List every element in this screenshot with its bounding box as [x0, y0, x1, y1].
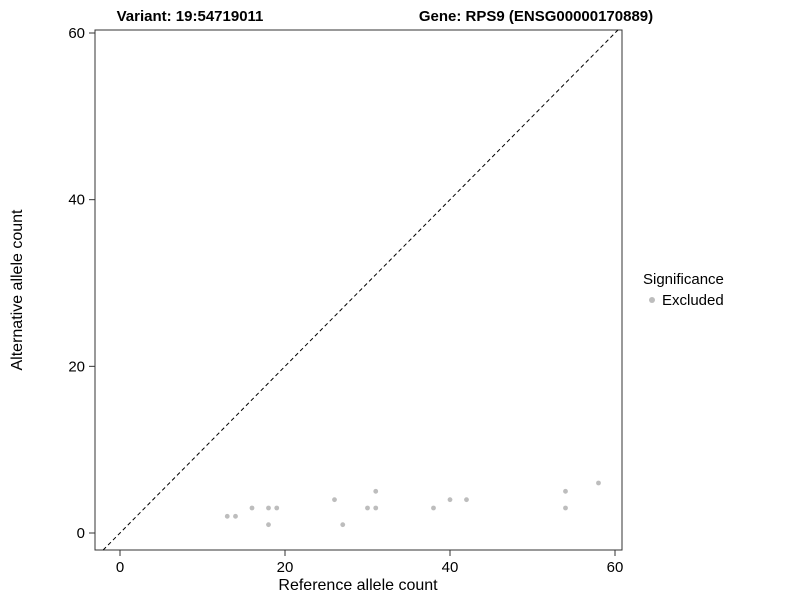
variant-title: Variant: 19:54719011: [117, 8, 264, 25]
y-tick-label: 20: [68, 358, 85, 375]
data-points: [224, 480, 601, 528]
data-point: [332, 497, 337, 503]
legend: Significance Excluded: [643, 271, 724, 309]
x-tick-label: 20: [277, 559, 294, 576]
x-tick-label: 60: [607, 559, 624, 576]
axis-ticks: 0 20 40 60 0 20 40 60: [68, 25, 623, 576]
data-point: [233, 513, 238, 519]
data-point: [431, 505, 436, 511]
panel-border: [94, 29, 623, 551]
identity-line: [102, 29, 619, 551]
data-point: [563, 488, 568, 494]
y-axis-label: Alternative allele count: [9, 209, 26, 371]
data-point: [340, 522, 346, 528]
gene-title: Gene: RPS9 (ENSG00000170889): [419, 8, 653, 25]
y-tick-label: 40: [68, 192, 85, 209]
data-point: [464, 497, 469, 503]
data-point: [266, 522, 271, 528]
data-point: [596, 480, 601, 486]
data-point: [365, 505, 370, 511]
legend-label: Excluded: [662, 292, 724, 309]
x-tick-label: 0: [116, 559, 124, 576]
y-tick-label: 60: [68, 25, 85, 42]
data-point: [224, 513, 230, 519]
data-point: [266, 505, 271, 511]
data-point: [249, 505, 255, 511]
data-point: [373, 488, 379, 494]
data-point: [563, 505, 568, 511]
x-tick-label: 40: [442, 559, 459, 576]
legend-key-dot: [649, 297, 655, 303]
data-point: [274, 505, 280, 511]
legend-title: Significance: [643, 271, 724, 288]
y-tick-label: 0: [77, 525, 85, 542]
data-point: [447, 497, 453, 503]
x-axis-label: Reference allele count: [278, 577, 438, 594]
data-point: [373, 505, 379, 511]
